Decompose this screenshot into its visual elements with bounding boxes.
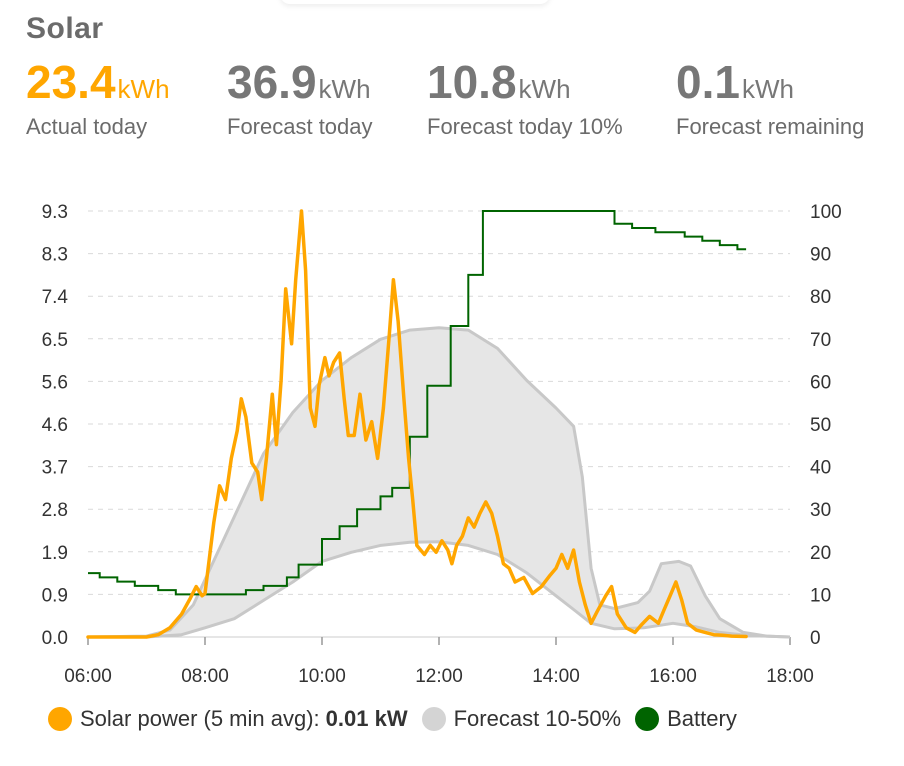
y-left-tick-label: 9.3 [42, 202, 68, 223]
y-right-tick-label: 10 [810, 585, 831, 606]
y-right-tick-label: 40 [810, 458, 831, 479]
y-left-tick-label: 7.4 [42, 287, 69, 308]
stat-value: 0.1 [676, 56, 740, 108]
legend-item-forecast[interactable]: Forecast 10-50% [421, 706, 622, 732]
y-right-tick-label: 60 [810, 372, 831, 393]
y-right-tick-label: 90 [810, 245, 831, 266]
y-left-tick-label: 3.7 [42, 458, 68, 479]
y-right-tick-label: 50 [810, 415, 831, 436]
y-left-tick-label: 8.3 [42, 245, 68, 266]
y-right-tick-label: 20 [810, 543, 831, 564]
stat-value: 23.4 [26, 56, 116, 108]
stat-forecast-today-10[interactable]: 10.8kWh Forecast today 10% [427, 56, 623, 140]
stat-label: Actual today [26, 114, 148, 139]
x-tick-label: 14:00 [532, 666, 580, 687]
solar-power-line [86, 209, 748, 639]
stat-value: 10.8 [427, 56, 517, 108]
forecast-band [88, 327, 790, 637]
x-tick-label: 16:00 [649, 666, 697, 687]
stat-unit: kWh [741, 74, 794, 104]
y-left-tick-label: 5.6 [42, 372, 68, 393]
y-left-tick-label: 4.6 [42, 415, 68, 436]
x-tick-label: 10:00 [298, 666, 346, 687]
legend-item-solar[interactable]: Solar power (5 min avg): 0.01 kW [48, 706, 408, 732]
battery-line [88, 210, 747, 596]
stat-forecast-remaining[interactable]: 0.1kWh Forecast remaining [676, 56, 864, 140]
legend-label-battery: Battery [667, 706, 737, 731]
legend-label-forecast: Forecast 10-50% [453, 706, 622, 731]
stat-unit: kWh [117, 74, 170, 104]
stat-unit: kWh [518, 74, 571, 104]
y-right-tick-label: 0 [810, 628, 821, 649]
y-right-tick-label: 70 [810, 330, 831, 351]
x-tick-label: 12:00 [415, 666, 463, 687]
forecast-upper-line [87, 326, 791, 639]
y-left-tick-label: 6.5 [42, 330, 68, 351]
stat-value: 36.9 [227, 56, 317, 108]
x-tick-label: 06:00 [64, 666, 112, 687]
legend-swatch-solar [48, 707, 72, 731]
y-right-tick-label: 30 [810, 500, 831, 521]
legend-item-battery[interactable]: Battery [635, 706, 737, 732]
y-right-tick-label: 80 [810, 287, 831, 308]
y-left-tick-label: 0.9 [42, 585, 68, 606]
x-tick-label: 18:00 [766, 666, 814, 687]
legend-swatch-forecast [421, 707, 446, 731]
legend-swatch-battery [635, 707, 660, 731]
legend-label-solar: Solar power (5 min avg): [80, 706, 320, 731]
stat-actual-today[interactable]: 23.4kWh Actual today [26, 56, 170, 140]
forecast-lower-line [88, 540, 791, 639]
chart-legend: Solar power (5 min avg): 0.01 kW Forecas… [48, 706, 751, 732]
stat-label: Forecast today 10% [427, 114, 623, 139]
y-left-tick-label: 2.8 [42, 500, 68, 521]
y-left-tick-label: 0.0 [42, 628, 68, 649]
stat-unit: kWh [318, 74, 371, 104]
stat-label: Forecast today [227, 114, 373, 139]
y-right-tick-label: 100 [810, 202, 842, 223]
card-title: Solar [26, 12, 104, 45]
x-tick-label: 08:00 [181, 666, 229, 687]
stat-label: Forecast remaining [676, 114, 865, 139]
y-left-tick-label: 1.9 [42, 543, 68, 564]
legend-value-solar: 0.01 kW [325, 706, 408, 731]
stat-forecast-today[interactable]: 36.9kWh Forecast today [227, 56, 373, 140]
